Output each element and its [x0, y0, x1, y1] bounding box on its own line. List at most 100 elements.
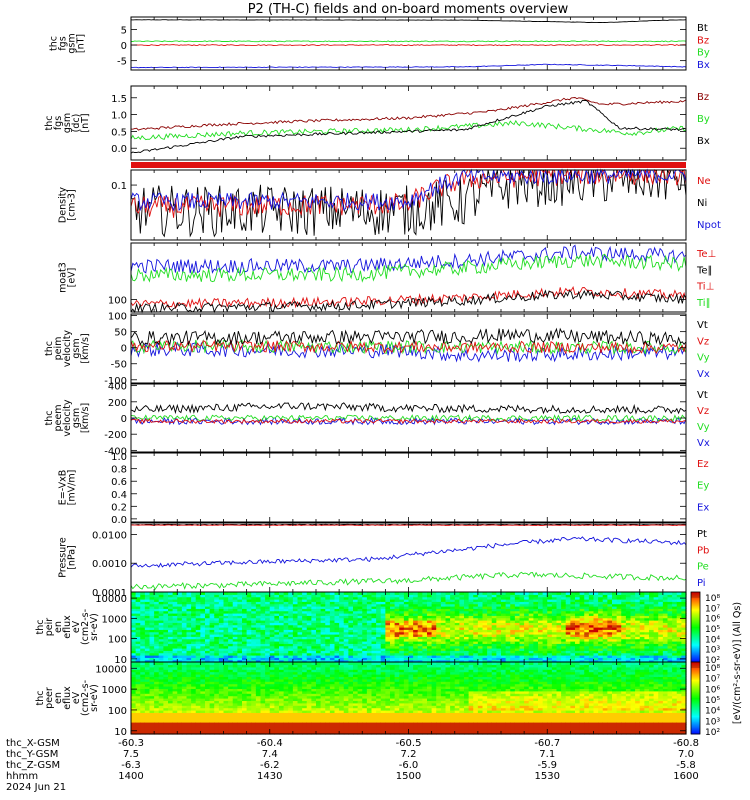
heatmap-cell [186, 606, 192, 609]
heatmap-cell [131, 594, 137, 598]
heatmap-cell [158, 655, 164, 658]
heatmap-cell [556, 596, 562, 600]
heatmap-cell [325, 652, 331, 656]
heatmap-cell [265, 643, 271, 647]
heatmap-cell [482, 592, 488, 595]
heatmap-cell [630, 648, 636, 651]
heatmap-cell [496, 603, 502, 607]
heatmap-cell [662, 652, 669, 656]
heatmap-cell [459, 657, 465, 661]
heatmap-cell [311, 634, 317, 637]
heatmap-cell [528, 599, 534, 602]
heatmap-cell [181, 620, 188, 623]
heatmap-cell [385, 659, 391, 663]
heatmap-cell [496, 592, 502, 595]
heatmap-cell [163, 705, 169, 709]
legend-entry: Ex [697, 502, 709, 513]
heatmap-cell [371, 613, 377, 616]
heatmap-cell [658, 629, 664, 633]
heatmap-cell [274, 629, 280, 633]
heatmap-cell [242, 608, 248, 612]
heatmap-cell [621, 615, 627, 619]
heatmap-cell [385, 643, 391, 647]
heatmap-cell [168, 613, 174, 616]
heatmap-cell [468, 603, 474, 607]
heatmap-cell [625, 657, 632, 661]
heatmap-cell [390, 627, 396, 630]
heatmap-cell [667, 657, 673, 661]
heatmap-cell [487, 645, 493, 649]
heatmap-cell [205, 705, 211, 709]
heatmap-cell [477, 641, 484, 644]
heatmap-cell [237, 657, 243, 661]
heatmap-cell [200, 678, 206, 682]
heatmap-cell [168, 603, 174, 607]
heatmap-cell [473, 617, 479, 621]
heatmap-cell [477, 659, 484, 663]
heatmap-cell [200, 620, 206, 623]
heatmap-cell [135, 717, 141, 721]
heatmap-cell [459, 596, 465, 600]
heatmap-cell [510, 615, 516, 619]
heatmap-cell [390, 592, 396, 595]
heatmap-cell [362, 652, 368, 656]
heatmap-cell [163, 724, 169, 728]
heatmap-cell [625, 631, 632, 635]
heatmap-cell [625, 594, 632, 598]
heatmap-cell [186, 664, 192, 668]
heatmap-cell [519, 601, 525, 605]
heatmap-cell [362, 601, 368, 605]
heatmap-cell [514, 631, 521, 635]
heatmap-cell [329, 638, 336, 642]
heatmap-cell [205, 629, 211, 633]
heatmap-cell [621, 620, 627, 623]
heatmap-cell [154, 676, 160, 680]
y-axis-label: thc [49, 36, 60, 51]
heatmap-cell [625, 638, 632, 642]
heatmap-cell [218, 719, 225, 723]
heatmap-cell [653, 627, 659, 630]
heatmap-cell [232, 712, 238, 716]
heatmap-cell [158, 608, 164, 612]
heatmap-cell [334, 613, 340, 616]
heatmap-cell [575, 617, 581, 621]
heatmap-cell [561, 657, 567, 661]
heatmap-cell [181, 634, 188, 637]
heatmap-cell [302, 652, 308, 656]
heatmap-cell [575, 650, 581, 654]
heatmap-cell [501, 622, 507, 626]
heatmap-cell [306, 627, 312, 630]
heatmap-cell [501, 627, 507, 630]
heatmap-cell [399, 641, 405, 644]
heatmap-cell [144, 617, 151, 621]
heatmap-cell [186, 657, 192, 661]
heatmap-cell [311, 601, 317, 605]
heatmap-cell [168, 714, 174, 718]
heatmap-cell [292, 610, 299, 614]
heatmap-cell [302, 638, 308, 642]
heatmap-cell [538, 648, 544, 651]
heatmap-cell [214, 671, 220, 675]
heatmap-cell [172, 613, 178, 616]
heatmap-cell [667, 643, 673, 647]
heatmap-cell [205, 700, 211, 704]
heatmap-cell [195, 624, 201, 628]
heatmap-cell [422, 617, 428, 621]
heatmap-cell [501, 606, 507, 609]
heatmap-cell [353, 631, 359, 635]
heatmap-cell [464, 622, 470, 626]
heatmap-cell [205, 729, 211, 733]
heatmap-cell [417, 638, 423, 642]
heatmap-cell [468, 606, 474, 609]
heatmap-cell [575, 624, 581, 628]
heatmap-cell [570, 624, 576, 628]
heatmap-cell [214, 631, 220, 635]
heatmap-cell [519, 622, 525, 626]
heatmap-cell [154, 655, 160, 658]
heatmap-cell [325, 620, 331, 623]
heatmap-cell [214, 731, 220, 735]
heatmap-cell [408, 606, 414, 609]
heatmap-cell [593, 594, 599, 598]
heatmap-cell [662, 615, 669, 619]
heatmap-cell [510, 606, 516, 609]
